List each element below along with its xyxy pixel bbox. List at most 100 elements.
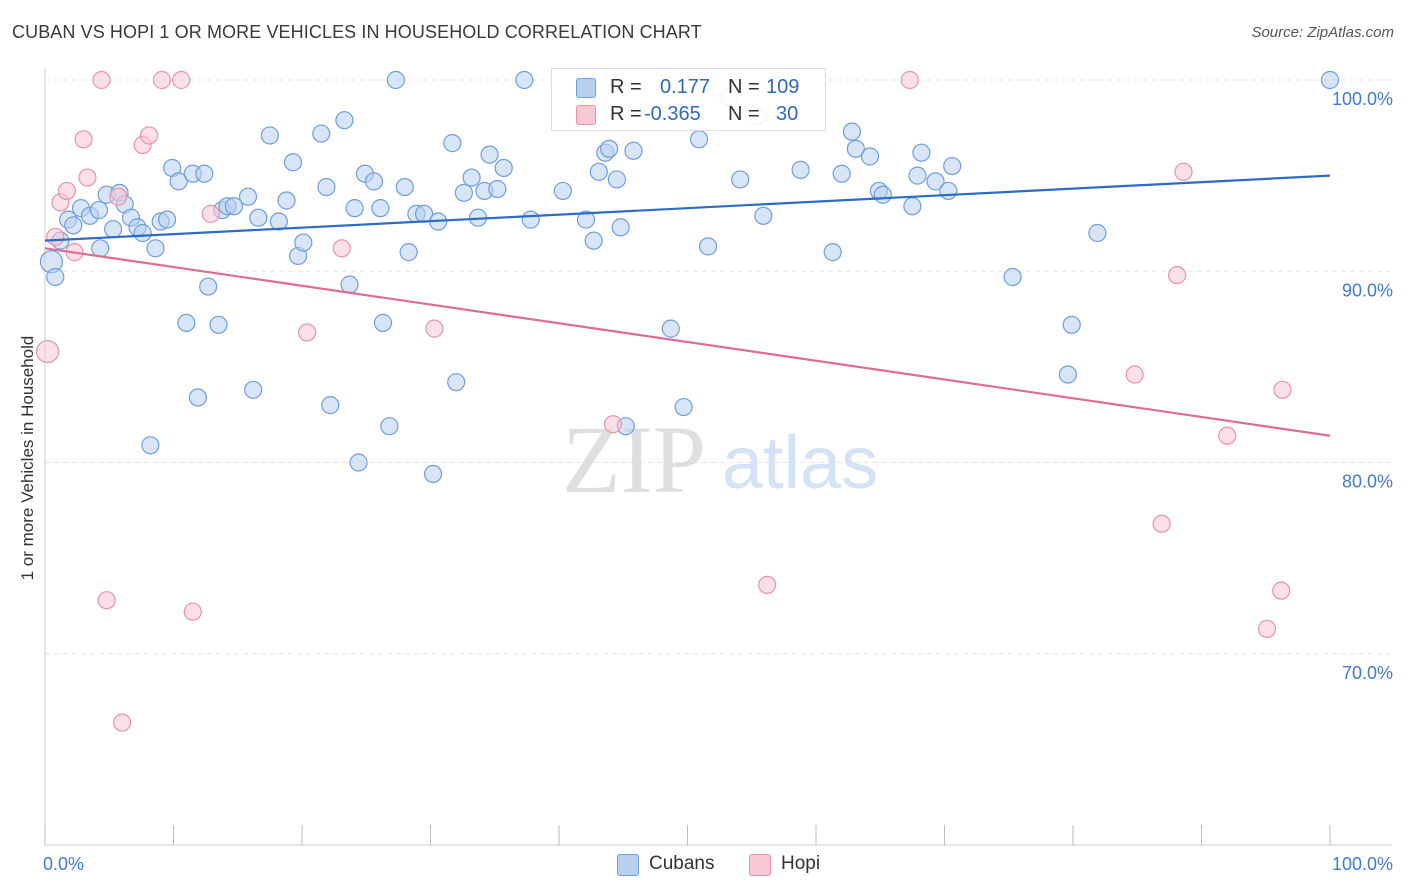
data-point-cubans [1062, 315, 1081, 334]
data-point-hopi [332, 239, 351, 258]
data-point-cubans [480, 145, 499, 164]
data-point-hopi [201, 204, 220, 223]
data-point-cubans [589, 162, 608, 181]
data-point-cubans [349, 453, 368, 472]
r-value-cubans: 0.177 [660, 76, 711, 98]
data-point-cubans [842, 122, 862, 141]
data-point-cubans [277, 191, 296, 210]
stats-legend: R = 0.177 N = 109 R = -0.365 N = 30 [551, 68, 826, 131]
data-point-cubans [873, 185, 892, 204]
data-point-hopi [152, 70, 172, 90]
data-point-cubans [371, 199, 390, 218]
data-point-hopi [139, 126, 159, 145]
data-point-cubans [395, 178, 414, 197]
y-tick-labels: 100.0% 90.0% 80.0% 70.0% [1332, 89, 1393, 683]
x-tick-label: 0.0% [43, 854, 84, 874]
data-point-cubans [386, 70, 405, 90]
data-point-cubans [1003, 267, 1022, 287]
data-point-cubans [754, 206, 773, 225]
y-tick-label: 100.0% [1332, 89, 1393, 109]
data-point-hopi [603, 415, 623, 434]
data-point-hopi [1257, 619, 1277, 638]
data-point-cubans [317, 178, 336, 197]
stats-row-cubans: R = 0.177 N = 109 [552, 74, 825, 100]
data-point-hopi [78, 168, 97, 187]
data-point-hopi [112, 713, 132, 732]
data-point-cubans [661, 319, 680, 338]
data-point-hopi [1273, 380, 1292, 399]
data-point-cubans [576, 210, 596, 229]
trend-line-cubans [44, 174, 1331, 242]
data-point-cubans [209, 315, 228, 334]
data-point-cubans [195, 164, 214, 183]
data-point-cubans [939, 181, 958, 201]
data-point-cubans [89, 200, 109, 220]
data-point-cubans [443, 134, 462, 153]
trend-line-hopi [44, 247, 1331, 437]
data-point-cubans [64, 216, 83, 235]
data-point-hopi [35, 339, 60, 364]
data-point-cubans [791, 160, 810, 179]
axes [44, 68, 1392, 846]
data-point-cubans [607, 170, 626, 189]
data-point-hopi [1167, 265, 1187, 285]
data-point-cubans [244, 380, 263, 399]
data-point-cubans [823, 243, 842, 262]
data-point-hopi [172, 70, 191, 90]
data-point-cubans [860, 147, 880, 166]
data-point-hopi [1152, 514, 1171, 533]
data-point-hopi [1125, 365, 1144, 384]
data-point-cubans [91, 239, 110, 258]
n-label: N = [728, 103, 760, 125]
legend-label-hopi: Hopi [781, 853, 821, 874]
data-point-cubans [454, 183, 474, 202]
r-label: R = [610, 103, 642, 125]
series-hopi-points [35, 70, 1292, 732]
data-point-cubans [224, 197, 243, 216]
data-point-cubans [903, 197, 922, 216]
trend-lines [44, 174, 1331, 437]
data-point-cubans [832, 164, 851, 183]
data-point-cubans [238, 187, 258, 206]
data-point-cubans [698, 237, 718, 256]
data-point-cubans [1088, 223, 1107, 243]
cubans-swatch-icon [576, 78, 596, 98]
y-tick-label: 70.0% [1342, 663, 1393, 683]
data-point-cubans [199, 277, 218, 296]
n-label: N = [728, 76, 760, 98]
data-point-cubans [447, 373, 466, 392]
data-point-hopi [183, 602, 202, 621]
data-point-hopi [900, 70, 919, 90]
data-point-hopi [97, 591, 116, 610]
n-value-hopi: 30 [776, 103, 799, 125]
x-tick-label: 100.0% [1332, 854, 1393, 874]
stats-row-hopi: R = -0.365 N = 30 [552, 101, 825, 127]
data-point-cubans [846, 139, 865, 158]
data-point-cubans [46, 267, 65, 287]
data-point-cubans [926, 172, 945, 191]
data-point-cubans [908, 166, 927, 185]
data-point-cubans [912, 143, 931, 162]
data-point-cubans [177, 313, 196, 332]
data-point-cubans [611, 218, 630, 237]
data-point-cubans [515, 70, 534, 90]
data-point-cubans [689, 130, 709, 149]
cubans-legend-icon [617, 854, 639, 876]
data-point-cubans [157, 210, 177, 229]
data-point-cubans [674, 397, 693, 417]
data-point-cubans [488, 179, 507, 199]
data-point-hopi [758, 575, 777, 595]
data-point-cubans [624, 141, 643, 160]
data-point-cubans [373, 313, 393, 332]
data-point-hopi [74, 130, 93, 149]
x-tick-labels: 0.0% 100.0% [43, 854, 1393, 874]
watermark-atlas: atlas [722, 421, 878, 504]
data-point-cubans [321, 396, 340, 415]
data-point-cubans [345, 199, 364, 218]
data-point-cubans [169, 172, 188, 191]
data-point-cubans [104, 220, 123, 239]
data-point-hopi [425, 319, 444, 338]
data-point-cubans [943, 156, 962, 176]
data-point-cubans [335, 111, 354, 130]
data-point-hopi [1272, 581, 1291, 600]
